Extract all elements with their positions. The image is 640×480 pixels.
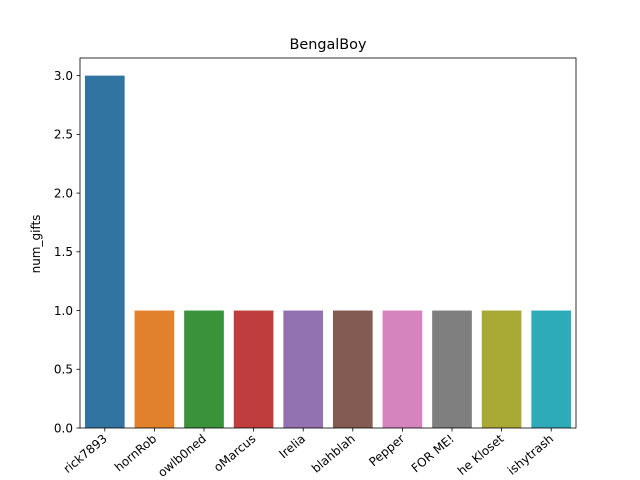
x-tick-label: blahblah <box>309 432 358 476</box>
bar-group <box>84 75 572 428</box>
bar-7 <box>432 310 472 428</box>
plot-frame <box>79 57 577 429</box>
bar-2 <box>184 310 224 428</box>
x-tick-label: owlb0ned <box>155 432 209 480</box>
bar-3 <box>233 310 274 428</box>
y-tick-label: 0.5 <box>54 363 73 377</box>
bar-0 <box>84 75 125 428</box>
y-tick-label: 3.0 <box>54 69 73 83</box>
bar-9 <box>531 310 572 428</box>
bar-4 <box>283 310 324 428</box>
y-tick-label: 2.5 <box>54 128 73 142</box>
bar-6 <box>382 310 423 428</box>
y-axis: 0.0 0.5 1.0 1.5 2.0 2.5 3.0 <box>54 69 80 435</box>
x-tick-label: hornRob <box>112 432 159 475</box>
bar-5 <box>332 310 373 428</box>
bar-1 <box>134 310 175 428</box>
bar-8 <box>481 310 522 428</box>
x-tick-label: rick7893 <box>61 432 110 476</box>
chart-title: BengalBoy <box>290 37 367 53</box>
x-tick-label: Irelia <box>276 432 308 462</box>
x-tick-label: he Kloset <box>455 431 507 478</box>
x-tick-label: ishytrash <box>505 432 556 478</box>
y-axis-label: num_gifts <box>29 215 43 274</box>
y-tick-label: 1.0 <box>54 304 73 318</box>
x-tick-label: Pepper <box>366 432 407 470</box>
y-tick-label: 2.0 <box>54 186 73 200</box>
y-tick-label: 1.5 <box>54 245 73 259</box>
x-tick-label: FOR ME! <box>409 432 457 476</box>
y-tick-label: 0.0 <box>54 421 73 435</box>
x-tick-label: oMarcus <box>211 432 258 475</box>
